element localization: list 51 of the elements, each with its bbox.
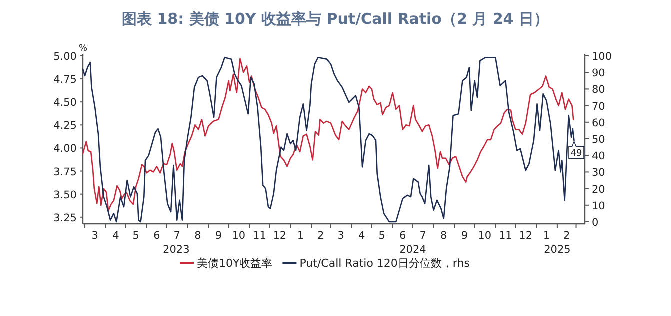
x-tick-label: 12 [519, 230, 533, 242]
x-tick-label: 3 [338, 230, 344, 242]
x-tick-label: 6 [400, 230, 407, 242]
y2-tick-label: 70 [592, 100, 606, 113]
x-tick-label: 8 [440, 230, 448, 242]
y2-tick-label: 20 [592, 184, 606, 196]
x2-tick-label: 2024 [400, 244, 427, 256]
x-tick-label: 2 [564, 230, 570, 242]
x-tick-label: 3 [92, 230, 98, 242]
y-tick-label: 4.75 [54, 74, 77, 86]
x-tick-label: 11 [253, 230, 266, 242]
chart-title: 图表 18: 美债 10Y 收益率与 Put/Call Ratio（2 月 24 日） [122, 10, 549, 28]
y2-tick-label: 30 [592, 167, 606, 180]
data-label: 49 [570, 149, 582, 160]
x-tick-label: 2 [318, 230, 324, 242]
x-tick-label: 5 [132, 230, 140, 242]
x-tick-label: 10 [232, 230, 246, 242]
legend-label: Put/Call Ratio 120日分位数，rhs [300, 257, 470, 270]
legend-label: 美债10Y收益率 [197, 257, 273, 270]
x-tick-label: 12 [273, 230, 287, 242]
y2-tick-label: 60 [592, 117, 606, 130]
y2-tick-label: 0 [592, 217, 599, 229]
y2-tick-label: 50 [592, 134, 606, 146]
x-tick-label: 11 [499, 230, 512, 242]
x-tick-label: 8 [194, 230, 202, 242]
x-tick-label: 9 [215, 230, 222, 242]
x-tick-label: 7 [174, 230, 180, 242]
y-tick-label: 4.00 [54, 143, 77, 156]
x2-tick-label: 2023 [163, 244, 190, 256]
y-tick-label: 3.25 [54, 212, 77, 224]
x-tick-label: 6 [154, 230, 161, 242]
x-tick-label: 1 [297, 230, 304, 242]
y2-tick-label: 80 [592, 84, 606, 96]
y-axis-title: % [79, 44, 88, 54]
y2-tick-label: 100 [592, 51, 612, 63]
x-tick-label: 4 [112, 230, 120, 242]
y-tick-label: 5.00 [54, 51, 77, 63]
x-tick-label: 7 [420, 230, 426, 242]
x2-tick-label: 2025 [544, 244, 571, 256]
y2-tick-label: 40 [592, 150, 606, 163]
y-tick-label: 4.25 [54, 120, 77, 132]
x-tick-label: 5 [378, 230, 386, 242]
x-tick-label: 1 [543, 230, 550, 242]
y2-tick-label: 90 [592, 68, 606, 80]
x-tick-label: 9 [461, 230, 468, 242]
x-tick-label: 4 [358, 230, 366, 242]
y-tick-label: 3.50 [54, 189, 77, 202]
x-tick-label: 10 [478, 230, 492, 242]
y-tick-label: 3.75 [54, 166, 77, 178]
y2-tick-label: 10 [592, 200, 606, 212]
y-tick-label: 4.50 [54, 97, 77, 110]
